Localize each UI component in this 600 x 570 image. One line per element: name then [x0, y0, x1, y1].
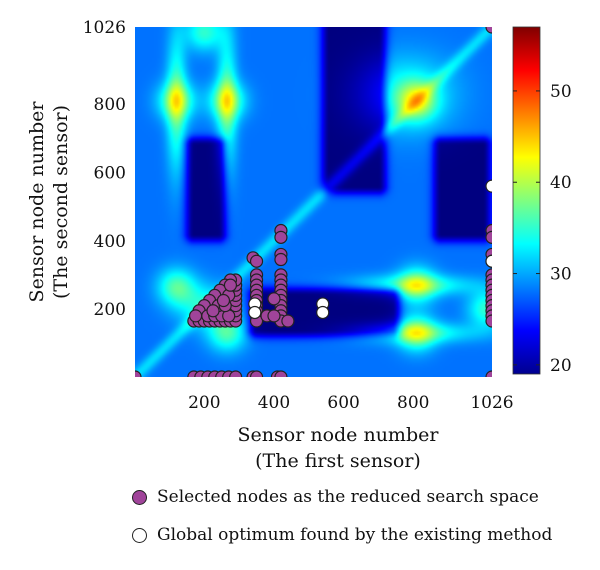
- x-tick-label: 600: [327, 393, 359, 413]
- x-tick-label: 400: [258, 393, 290, 413]
- selected-node-marker: [281, 314, 295, 328]
- selected-node-marker: [267, 292, 281, 306]
- colorbar-tick-label: 20: [550, 356, 572, 376]
- global-optimum-marker: [316, 305, 330, 320]
- selected-node-marker: [206, 304, 220, 318]
- x-axis-sublabel: (The first sensor): [255, 450, 421, 472]
- selected-node-marker: [223, 278, 238, 292]
- optimum-marker-icon: [132, 527, 147, 543]
- legend-label-optimum: Global optimum found by the existing met…: [157, 525, 553, 545]
- selected-node-marker: [135, 370, 142, 377]
- colorbar: [512, 26, 541, 375]
- y-tick-label: 400: [94, 232, 126, 252]
- selected-node-marker: [485, 370, 492, 377]
- y-tick-label: 800: [94, 95, 126, 115]
- selected-node-marker: [189, 309, 203, 323]
- x-tick-label: 200: [188, 393, 220, 413]
- x-tick-labels: 200 400 600 800 1026: [188, 393, 514, 413]
- selected-node-marker: [274, 230, 288, 244]
- global-optimum-marker: [248, 305, 262, 320]
- selected-node-marker: [216, 293, 231, 308]
- legend-item-optimum: Global optimum found by the existing met…: [132, 525, 552, 545]
- y-tick-label: 600: [94, 163, 126, 183]
- y-axis-label: Sensor node number: [26, 101, 48, 303]
- selected-node-marker: [485, 230, 492, 244]
- selected-node-marker: [267, 309, 281, 323]
- selected-node-marker: [249, 254, 264, 268]
- selected-node-marker: [485, 314, 492, 328]
- y-tick-labels: 200 400 600 800 1026: [83, 18, 126, 320]
- global-optimum-marker: [485, 254, 492, 268]
- selected-node-marker: [274, 370, 288, 377]
- y-tick-label: 1026: [83, 18, 126, 38]
- legend-label-selected: Selected nodes as the reduced search spa…: [157, 487, 539, 507]
- colorbar-tick-label: 30: [550, 265, 572, 285]
- y-axis-sublabel: (The second sensor): [50, 105, 72, 299]
- x-tick-label: 1026: [470, 393, 513, 413]
- colorbar-ticks: 20 30 40 50: [513, 82, 572, 376]
- marker-layer: [135, 27, 492, 377]
- selected-node-marker: [485, 27, 492, 34]
- selected-node-marker: [229, 370, 243, 377]
- global-optimum-marker: [485, 179, 492, 193]
- colorbar-tick-label: 40: [550, 173, 572, 193]
- selected-node-marker: [249, 370, 264, 377]
- selected-node-marker-icon: [132, 489, 147, 505]
- y-tick-label: 200: [94, 300, 126, 320]
- x-axis-label: Sensor node number: [238, 424, 440, 446]
- x-tick-label: 800: [397, 393, 429, 413]
- legend-item-selected: Selected nodes as the reduced search spa…: [132, 487, 539, 507]
- colorbar-tick-label: 50: [550, 82, 572, 102]
- selected-node-marker: [274, 252, 288, 267]
